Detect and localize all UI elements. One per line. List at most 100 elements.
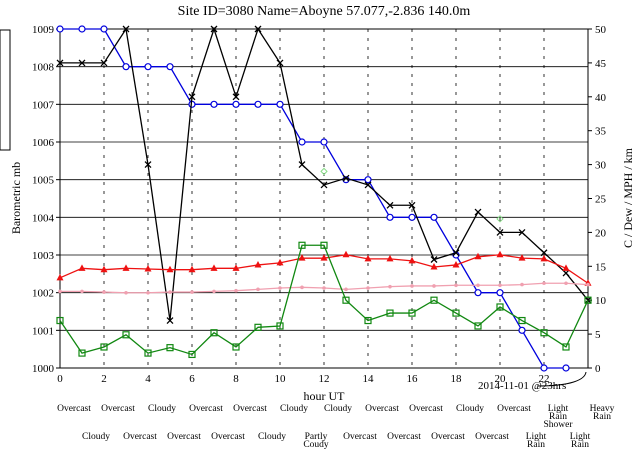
condition-line: Heavy (590, 404, 615, 414)
condition-line: Cloudy (280, 404, 308, 414)
condition-line: Cloudy (258, 432, 286, 442)
y2-tick-label: 20 (595, 227, 607, 239)
point (232, 93, 240, 101)
point (56, 316, 64, 325)
y2-tick-label: 10 (595, 295, 607, 307)
point (78, 264, 86, 271)
point (430, 256, 438, 263)
x-tick-label: 14 (363, 373, 375, 385)
point (100, 59, 108, 67)
x-tick-label: 18 (451, 373, 463, 385)
point (518, 254, 526, 261)
point (430, 296, 438, 304)
y2-axis-label: C / Dew / MPH / km (621, 147, 635, 248)
point (298, 161, 306, 169)
point (210, 329, 218, 337)
point (562, 269, 570, 277)
point (278, 286, 282, 290)
condition-line: Overcast (57, 404, 91, 414)
condition: Overcast (475, 432, 509, 442)
point (256, 287, 260, 292)
point (78, 349, 86, 357)
x-tick-label: 0 (57, 373, 63, 385)
point (188, 93, 196, 101)
point (496, 228, 504, 236)
point (518, 316, 526, 325)
x-tick-label: 12 (319, 373, 330, 385)
point (276, 59, 284, 67)
y2-tick-label: 35 (595, 126, 607, 138)
condition-line: Coudy (303, 440, 329, 450)
point (322, 286, 326, 290)
condition-line: Overcast (167, 432, 201, 442)
point (408, 309, 416, 317)
y-tick-label: 1007 (32, 99, 55, 111)
point (276, 100, 284, 108)
point (188, 350, 196, 359)
point (122, 25, 130, 33)
x-tick-label: 4 (145, 373, 151, 385)
x-tick-label: 16 (407, 373, 419, 385)
condition-line: Overcast (431, 432, 465, 442)
condition: Light Rain Shower (543, 404, 573, 430)
point (586, 282, 590, 287)
condition: Overcast (431, 432, 465, 442)
condition-line: Rain (549, 412, 567, 422)
point (364, 176, 372, 184)
y-tick-label: 1009 (32, 24, 55, 36)
point (540, 364, 548, 372)
condition-line: Light (526, 432, 547, 442)
point (542, 281, 546, 286)
point (166, 344, 174, 352)
y2-tick-label: 50 (595, 24, 607, 36)
point (78, 59, 86, 67)
condition-line: Rain (527, 440, 545, 450)
point (276, 258, 284, 266)
point (100, 265, 108, 273)
point (298, 254, 306, 261)
y-tick-label: 1002 (32, 288, 54, 300)
y2-tick-label: 15 (595, 261, 607, 273)
point (320, 181, 328, 189)
point (232, 100, 240, 108)
point (386, 201, 394, 209)
x-tick-label: 6 (189, 373, 195, 385)
y-tick-label: 1003 (32, 250, 55, 262)
condition: Overcast (343, 432, 377, 442)
point (364, 316, 372, 325)
point (80, 289, 84, 294)
x-tick-label: 10 (275, 373, 287, 385)
point (58, 289, 62, 294)
point (430, 262, 438, 270)
point (210, 100, 218, 108)
point (298, 138, 306, 146)
condition: Cloudy (82, 432, 110, 442)
series-line (60, 28, 566, 369)
point (342, 296, 350, 304)
point (430, 213, 438, 221)
point (298, 241, 306, 249)
condition: Overcast (189, 404, 223, 414)
point (122, 63, 130, 71)
condition: Overcast (57, 404, 91, 414)
y2-tick-label: 45 (595, 58, 607, 70)
point (496, 303, 504, 311)
point (562, 264, 570, 271)
condition-line: Overcast (233, 404, 267, 414)
y-tick-label: 1000 (32, 363, 55, 375)
legend-box (0, 29, 11, 151)
point (386, 254, 394, 262)
condition: Overcast (211, 432, 245, 442)
point (410, 284, 414, 288)
point (254, 323, 262, 331)
point (210, 25, 218, 33)
y2-tick-label: 30 (595, 160, 607, 172)
condition: Light Rain (526, 432, 547, 450)
condition-line: Light (548, 404, 569, 414)
point (540, 249, 548, 257)
y2-tick-label: 0 (595, 363, 601, 375)
x-axis-label: hour UT (304, 389, 346, 403)
condition: Overcast (387, 432, 421, 442)
condition: Cloudy (280, 404, 308, 414)
point (144, 265, 152, 272)
